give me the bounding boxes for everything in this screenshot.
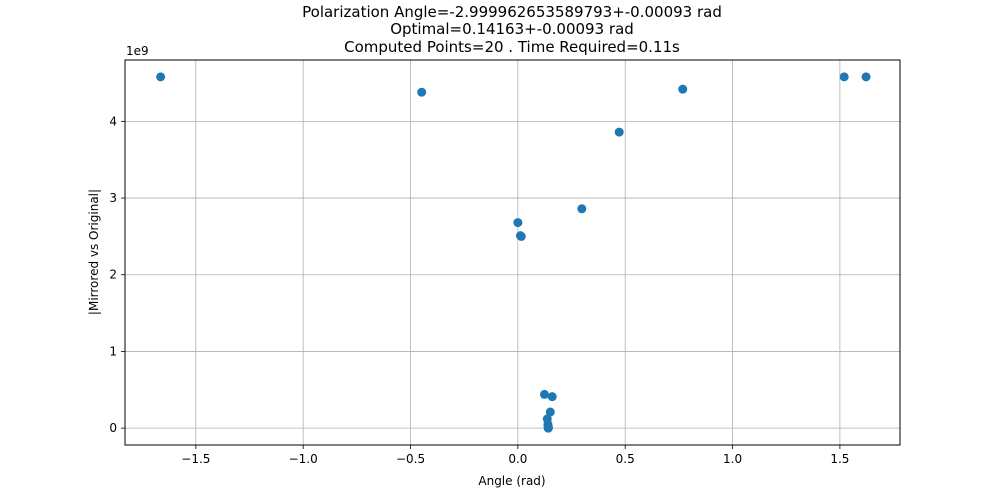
chart-title: Polarization Angle=-2.999962653589793+-0… <box>302 3 722 56</box>
data-point <box>543 423 553 433</box>
x-tick-label: 1.5 <box>830 452 849 466</box>
y-tick-label: 4 <box>109 114 117 128</box>
grid <box>125 60 900 445</box>
data-point <box>156 72 166 82</box>
x-tick-label: −1.0 <box>289 452 318 466</box>
data-points <box>156 72 871 433</box>
x-axis-ticks: −1.5 −1.0 −0.5 0.0 0.5 1.0 1.5 <box>181 445 849 466</box>
x-tick-label: −1.5 <box>181 452 210 466</box>
data-point <box>417 87 427 97</box>
data-point <box>678 84 688 94</box>
y-tick-label: 2 <box>109 268 117 282</box>
x-tick-label: 1.0 <box>723 452 742 466</box>
plot-area-frame <box>124 59 901 446</box>
y-offset-label: 1e9 <box>126 44 149 58</box>
x-tick-label: 0.5 <box>616 452 635 466</box>
data-point <box>614 127 624 137</box>
data-point <box>545 407 555 417</box>
y-tick-label: 3 <box>109 191 117 205</box>
y-tick-label: 1 <box>109 344 117 358</box>
x-tick-label: 0.0 <box>508 452 527 466</box>
data-point <box>839 72 849 82</box>
data-point <box>539 389 549 399</box>
title-line-2: Optimal=0.14163+-0.00093 rad <box>390 20 634 38</box>
data-point <box>513 218 523 228</box>
y-axis-label: |Mirrored vs Original| <box>87 189 101 315</box>
title-line-1: Polarization Angle=-2.999962653589793+-0… <box>302 3 722 21</box>
x-tick-label: −0.5 <box>396 452 425 466</box>
y-tick-label: 0 <box>109 421 117 435</box>
title-line-3: Computed Points=20 . Time Required=0.11s <box>344 38 680 56</box>
data-point <box>547 392 557 402</box>
data-point <box>861 72 871 82</box>
data-point <box>577 204 587 214</box>
data-point <box>516 231 526 241</box>
y-axis-ticks: 0 1 2 3 4 <box>109 114 125 435</box>
x-axis-label: Angle (rad) <box>478 474 545 488</box>
